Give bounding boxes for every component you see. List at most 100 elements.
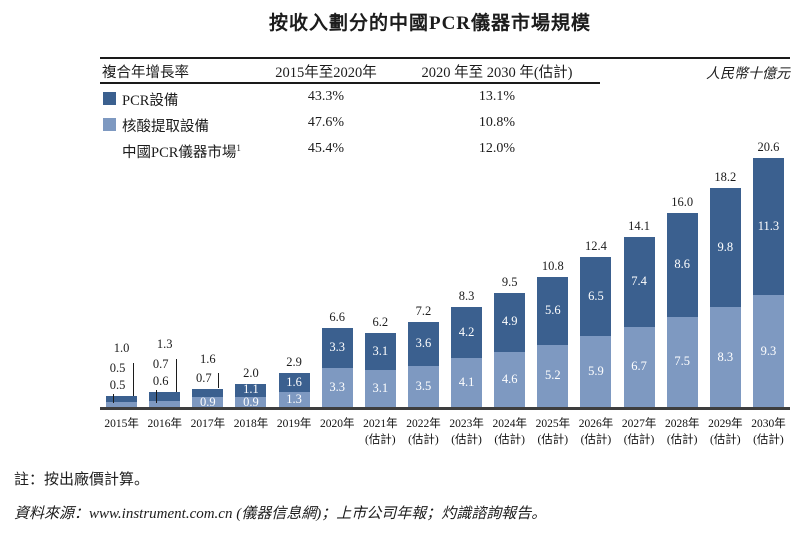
bar-value-label-nucleic: 1.3 <box>286 392 302 407</box>
bar-total-label: 2.9 <box>286 354 302 369</box>
bar-total-label: 20.6 <box>757 139 780 154</box>
table-rule-top <box>100 57 790 59</box>
x-axis-label: 2025年 <box>535 418 571 430</box>
leader-line <box>217 372 220 388</box>
bar-value-label-nucleic: 7.5 <box>674 354 690 369</box>
bar-total-label: 16.0 <box>671 194 694 209</box>
bar-total-label: 12.4 <box>585 239 607 254</box>
x-axis-label: 2024年 <box>492 418 527 430</box>
x-axis-label-estimated: (估計) <box>364 434 396 446</box>
bar-segment-nucleic <box>192 397 224 408</box>
bar-value-label-nucleic: 3.5 <box>415 378 432 393</box>
bar-segment-pcr <box>321 327 353 368</box>
bar-segment-pcr <box>106 395 138 402</box>
bar-segment-pcr <box>407 321 439 366</box>
x-axis-label-estimated: (估計) <box>408 434 439 446</box>
footnote: 註：按出廠價計算。 <box>14 472 150 488</box>
leader-line <box>155 390 158 403</box>
x-axis-label: 2020年 <box>319 418 355 430</box>
bar-total-label: 9.5 <box>501 274 518 289</box>
x-axis-label: 2016年 <box>147 418 182 430</box>
x-axis-label: 2017年 <box>190 418 226 430</box>
bar-total-label: 8.3 <box>458 289 475 304</box>
bar-segment-pcr <box>278 372 310 393</box>
cagr-header-2020-2030: 2020 年至 2030 年(估計) <box>421 65 573 81</box>
bar-segment-nucleic <box>321 367 353 408</box>
bar-segment-nucleic <box>235 397 267 408</box>
x-axis-label-estimated: (估計) <box>494 434 526 446</box>
bar-value-label-pcr: 8.6 <box>674 256 690 271</box>
leader-line <box>175 359 178 393</box>
cagr-value-nucleic-2: 10.8% <box>478 115 516 130</box>
bar-value-label-pcr: 11.3 <box>757 218 780 233</box>
legend-label-pcr: PCR設備 <box>122 93 179 109</box>
bar-total-label: 10.8 <box>541 258 564 273</box>
bar-segment-nucleic <box>494 352 526 408</box>
cagr-value-nucleic-1: 47.6% <box>307 115 345 130</box>
bar-segment-pcr <box>623 236 655 327</box>
bar-value-label-nucleic: 0.9 <box>200 394 216 409</box>
bar-total-label: 1.0 <box>113 340 130 355</box>
bar-segment-pcr <box>235 383 267 398</box>
bar-value-label-pcr: 0.7 <box>196 370 212 385</box>
bar-value-label-pcr: 4.9 <box>501 314 518 329</box>
bar-segment-pcr <box>149 392 181 401</box>
pcr-series-swatch-icon <box>103 92 116 105</box>
bar-segment-pcr <box>752 157 784 296</box>
x-axis-label-estimated: (估計) <box>623 434 655 446</box>
bar-value-label-pcr: 7.4 <box>631 273 647 288</box>
bar-value-label-pcr: 1.1 <box>243 382 259 397</box>
x-axis-label-estimated: (估計) <box>753 434 784 446</box>
bar-segment-nucleic <box>106 401 138 408</box>
bar-value-label-pcr: 3.1 <box>372 343 389 358</box>
x-axis-label: 2021年 <box>363 418 398 430</box>
bar-value-label-nucleic: 8.3 <box>717 349 734 364</box>
x-axis-label: 2028年 <box>664 418 700 430</box>
bar-total-label: 18.2 <box>714 170 737 185</box>
bar-value-label-nucleic: 0.9 <box>243 394 259 409</box>
legend-row-pcr: PCR設備 43.3% 13.1% <box>0 89 800 109</box>
bar-value-label-nucleic: 9.3 <box>760 343 777 358</box>
x-axis-label: 2026年 <box>578 418 614 430</box>
bar-value-label-pcr: 6.5 <box>588 288 604 303</box>
bar-value-label-pcr: 0.7 <box>152 357 169 372</box>
x-axis-label-estimated: (估計) <box>709 434 741 446</box>
bar-value-label-nucleic: 0.5 <box>109 377 126 392</box>
bar-value-label-nucleic: 3.3 <box>329 379 345 394</box>
bar-segment-nucleic <box>149 400 181 408</box>
bar-segment-pcr <box>709 188 741 308</box>
cagr-header-2015-2020: 2015年至2020年 <box>275 65 377 81</box>
x-axis-label: 2015年 <box>104 418 139 430</box>
bar-total-label: 7.2 <box>415 303 432 318</box>
bar-segment-pcr <box>364 332 396 371</box>
bar-total-label: 6.6 <box>329 309 345 324</box>
bar-segment-nucleic <box>666 316 698 408</box>
nucleic-series-swatch-icon <box>103 118 116 131</box>
leader-line <box>112 393 115 403</box>
bar-segment-pcr <box>666 212 698 317</box>
bar-segment-nucleic <box>623 326 655 408</box>
bar-segment-pcr <box>192 388 224 398</box>
bar-value-label-pcr: 9.8 <box>717 239 734 254</box>
bar-total-label: 1.3 <box>156 337 173 352</box>
bar-value-label-pcr: 0.5 <box>109 360 126 375</box>
bar-value-label-pcr: 4.2 <box>458 324 475 339</box>
bar-segment-nucleic <box>407 365 439 408</box>
bar-total-label: 1.6 <box>200 351 216 366</box>
bar-total-label: 6.2 <box>372 314 389 329</box>
bar-value-label-nucleic: 0.6 <box>152 374 169 389</box>
cagr-value-pcr-1: 43.3% <box>307 89 345 104</box>
chart-title: 按收入劃分的中國PCR儀器市場規模 <box>268 13 592 34</box>
bar-value-label-nucleic: 6.7 <box>631 359 647 374</box>
bar-segment-nucleic <box>709 307 741 408</box>
unit-label: 人民幣十億元 <box>706 67 790 82</box>
bar-value-label-pcr: 3.3 <box>329 339 345 354</box>
x-axis-label: 2027年 <box>621 418 657 430</box>
x-axis-label: 2030年 <box>751 418 786 430</box>
cagr-value-market-1: 45.4% <box>307 141 345 156</box>
bar-value-label-nucleic: 4.6 <box>501 372 518 387</box>
x-axis-label: 2022年 <box>406 418 441 430</box>
bar-segment-nucleic <box>752 295 784 408</box>
legend-row-nucleic: 核酸提取設備 47.6% 10.8% <box>0 115 800 135</box>
